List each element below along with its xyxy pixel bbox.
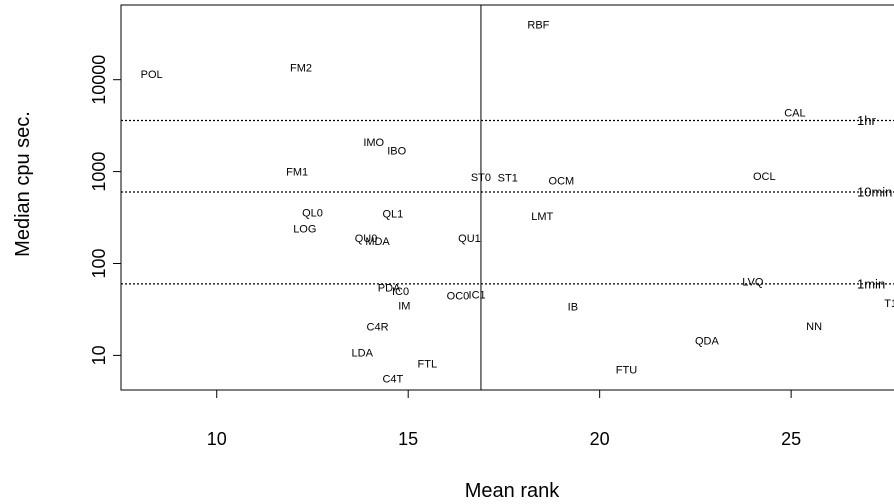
point-label: RBF [527,19,549,31]
point-label: POL [141,69,163,81]
point-label: IC0 [392,286,409,298]
point-label: IM [398,300,410,312]
point-label: LDA [352,347,374,359]
point-label: LMT [531,211,553,223]
y-axis-title: Median cpu sec. [12,111,34,257]
point-label: QL1 [382,208,403,220]
x-tick-label: 10 [207,429,227,449]
point-label: IC1 [469,289,486,301]
point-label: QL0 [302,207,323,219]
plot-frame [120,4,894,391]
y-tick-label: 10 [89,345,109,365]
point-label: FTU [616,365,637,377]
point-label: IBO [387,145,406,157]
point-label: OCL [753,171,776,183]
point-label: NN [806,321,822,333]
plot-area [120,4,894,391]
point-label: QU0 [355,233,378,245]
point-label: QU1 [458,233,481,245]
point-label: FM2 [290,63,312,75]
x-tick-label: 20 [590,429,610,449]
point-label: C4T [382,374,403,386]
point-label: FM1 [286,167,308,179]
x-tick-label: 25 [781,429,801,449]
point-label: IMO [363,137,384,149]
x-axis-title: Mean rank [465,480,560,502]
point-label: OCM [549,175,575,187]
point-label: ST0 [471,172,491,184]
point-label: FTL [418,358,438,370]
point-label: T1 [884,298,894,310]
reference-lines: 1hr 10min 1min [121,113,894,291]
point-label: QDA [695,336,720,348]
point-label: IB [568,302,578,314]
y-tick-label: 1000 [89,152,109,192]
point-label: ST1 [498,173,518,185]
point-label: OC0 [447,290,470,302]
point-label: MDA [365,236,390,248]
axes: 10 15 20 25 10 100 1000 10000 [89,55,801,449]
point-label: LVQ [742,276,764,288]
x-tick-label: 15 [398,429,418,449]
point-label: CAL [784,107,805,119]
reference-line-label: 1hr [857,113,876,128]
y-tick-label: 100 [89,248,109,278]
point-label: C4R [367,322,389,334]
y-tick-label: 10000 [89,55,109,105]
reference-line-label: 10min [857,184,892,199]
reference-line-label: 1min [857,276,885,291]
point-label: PDA [378,282,401,294]
point-label: LOG [293,224,316,236]
